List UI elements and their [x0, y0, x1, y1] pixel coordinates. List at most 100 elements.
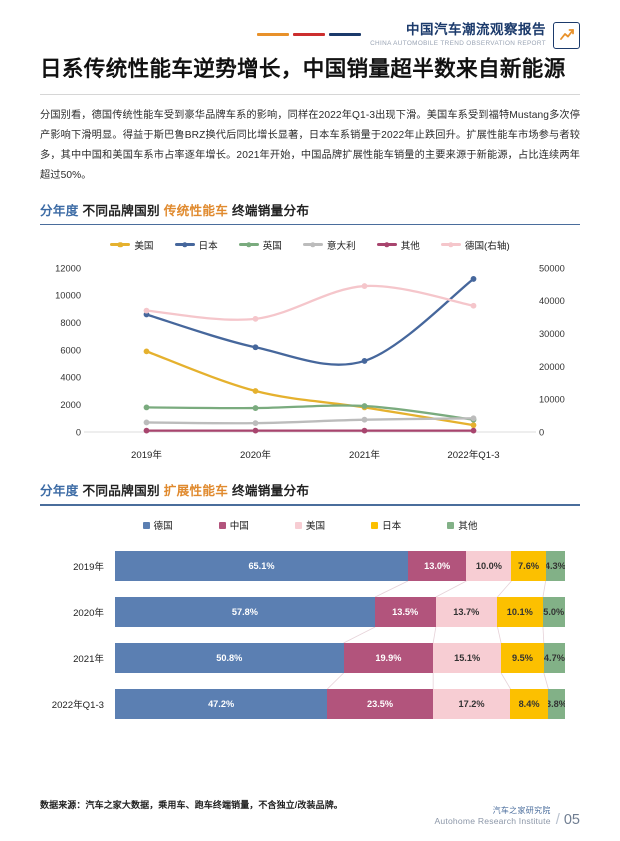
legend-label: 中国	[229, 521, 249, 532]
x-axis-label: 2022年Q1-3	[447, 450, 500, 461]
rule-red	[293, 32, 326, 36]
bar-segment-其他[interactable]: 4.3%	[545, 550, 565, 581]
page-number: 05	[563, 812, 580, 829]
bar-segment-其他[interactable]: 5.0%	[542, 596, 565, 627]
bar-segment-德国[interactable]: 65.1%	[115, 550, 408, 581]
segment-connector	[374, 580, 409, 597]
bar-segment-日本[interactable]: 8.4%	[510, 688, 548, 719]
legend-swatch-icon	[294, 521, 302, 529]
bar-row-label: 2021年	[73, 653, 104, 665]
bar-segment-美国[interactable]: 13.7%	[435, 596, 498, 627]
data-point-美国	[252, 388, 259, 394]
intro-paragraph: 分国别看，德国传统性能车受到豪华品牌车系的影响，同样在2022年Q1-3出现下滑…	[40, 109, 580, 181]
legend-line-icon	[238, 243, 259, 246]
footer-slash: /	[555, 810, 560, 828]
legend-item-德国[interactable]: 德国	[142, 518, 173, 532]
bar-segment-德国[interactable]: 57.8%	[115, 596, 375, 627]
data-point-日本	[361, 358, 368, 364]
legend-item-英国[interactable]: 英国	[238, 238, 282, 252]
section2-divider	[40, 504, 580, 506]
legend-item-其他[interactable]: 其他	[376, 238, 420, 252]
line-chart-legend: 美国 日本 英国 意大利 其他 德国(右轴)	[40, 237, 580, 252]
line-series-美国	[145, 350, 475, 427]
line-series-德国(右轴)	[145, 284, 475, 321]
data-point-意大利	[143, 419, 150, 426]
section2-heading-part-metric: 终端销量分布	[231, 484, 310, 498]
footer-brand-text: 汽车之家研究院 Autohome Research Institute	[434, 806, 550, 828]
segment-connector	[497, 580, 512, 597]
bar-track: 65.1% 13.0% 10.0% 7.6% 4.3%	[115, 550, 565, 581]
legend-item-日本[interactable]: 日本	[174, 238, 218, 252]
legend-item-日本[interactable]: 日本	[371, 518, 401, 532]
bar-segment-其他[interactable]: 4.7%	[543, 642, 565, 673]
section2-heading-part-category: 扩展性能车	[163, 484, 229, 498]
legend-line-icon	[440, 243, 461, 246]
bar-row: 2020年 57.8% 13.5% 13.7% 10.1% 5.0%	[40, 596, 565, 627]
segment-connector	[343, 626, 376, 643]
section-extended-performance: 分年度 不同品牌国别 扩展性能车 终端销量分布 德国 中国 美国 日本 其他 2019年…	[40, 480, 580, 739]
data-point-美国	[143, 348, 150, 355]
report-title-cn: 中国汽车潮流观察报告	[406, 21, 546, 37]
title-divider	[40, 93, 580, 95]
bar-segment-德国[interactable]: 50.8%	[115, 642, 344, 673]
legend-line-icon	[174, 243, 195, 246]
legend-label: 英国	[262, 240, 282, 252]
data-point-其他	[143, 427, 150, 434]
legend-item-中国[interactable]: 中国	[218, 518, 249, 532]
section1-heading-part-metric: 终端销量分布	[231, 203, 310, 218]
bar-segment-中国[interactable]: 19.9%	[343, 642, 434, 673]
segment-connector	[542, 626, 545, 643]
footer-brand: 汽车之家研究院 Autohome Research Institute / 05	[434, 806, 580, 828]
x-axis-label: 2021年	[349, 450, 380, 461]
legend-item-美国[interactable]: 美国	[110, 238, 154, 252]
legend-label: 日本	[382, 521, 402, 532]
bar-segment-中国[interactable]: 23.5%	[327, 688, 433, 719]
bar-track: 50.8% 19.9% 15.1% 9.5% 4.7%	[115, 642, 565, 673]
bar-segment-其他[interactable]: 3.8%	[547, 688, 565, 719]
section2-heading-part-period: 分年度	[40, 484, 79, 498]
bar-segment-日本[interactable]: 9.5%	[501, 642, 544, 673]
line-chart: 0 2000 4000 6000 8000 10000 12000 0 10000 20000 30…	[40, 256, 580, 446]
y-axis-tick-left: 12000	[55, 263, 81, 273]
data-point-英国	[361, 403, 368, 409]
segment-connector	[543, 672, 549, 689]
legend-label: 德国	[153, 521, 173, 532]
legend-item-其他[interactable]: 其他	[447, 518, 477, 532]
line-chart-svg: 0 2000 4000 6000 8000 10000 12000 0 10000 20000 30…	[55, 263, 565, 437]
segment-connector	[327, 672, 344, 689]
bar-segment-德国[interactable]: 47.2%	[115, 688, 328, 719]
bar-segment-日本[interactable]: 10.1%	[497, 596, 543, 627]
bar-segment-中国[interactable]: 13.5%	[374, 596, 436, 627]
bar-row-label: 2020年	[73, 607, 104, 619]
data-point-意大利	[361, 416, 368, 423]
bar-track: 47.2%23.5%17.2%8.4%3.8%	[115, 688, 565, 719]
bar-segment-中国[interactable]: 13.0%	[407, 550, 467, 581]
bar-segment-美国[interactable]: 17.2%	[432, 688, 511, 719]
legend-label: 美国	[305, 521, 326, 532]
legend-item-德国(右轴)[interactable]: 德国(右轴)	[440, 238, 510, 252]
section2-heading-part-brand: 不同品牌国别	[82, 484, 160, 498]
bar-segment-美国[interactable]: 15.1%	[433, 642, 502, 673]
bar-segment-日本[interactable]: 7.6%	[511, 550, 546, 581]
data-point-意大利	[470, 415, 477, 422]
bar-row-label: 2022年Q1-3	[51, 699, 104, 711]
y-axis-tick-left: 2000	[60, 400, 81, 410]
legend-swatch-icon	[218, 521, 226, 529]
y-axis-tick-left: 0	[76, 427, 81, 437]
legend-swatch-icon	[447, 521, 455, 529]
y-axis-tick-right: 50000	[539, 263, 565, 273]
y-axis-tick-right: 40000	[539, 296, 565, 306]
masthead-text: 中国汽车潮流观察报告 CHINA AUTOMOBILE TREND OBSERV…	[370, 22, 546, 48]
data-source-note: 数据来源：汽车之家大数据，乘用车、跑车终端销量，不含独立/改装品牌。	[40, 800, 343, 810]
line-series-英国	[145, 404, 475, 421]
data-point-英国	[252, 405, 259, 411]
bar-row: 2021年 50.8% 19.9% 15.1% 9.5% 4.7%	[40, 642, 565, 673]
legend-item-意大利[interactable]: 意大利	[302, 238, 356, 252]
bar-segment-美国[interactable]: 10.0%	[466, 550, 512, 581]
legend-item-美国[interactable]: 美国	[294, 518, 326, 532]
stacked-bar-chart: 2019年 65.1% 13.0% 10.0% 7.6% 4.3% 2020年 57.8% 13…	[40, 539, 580, 739]
segment-connector	[435, 580, 467, 597]
line-chart-panel: 美国 日本 英国 意大利 其他 德国(右轴) 0 2000 4000 6000 8000 10000…	[40, 237, 580, 462]
y-axis-tick-right: 20000	[539, 362, 565, 372]
